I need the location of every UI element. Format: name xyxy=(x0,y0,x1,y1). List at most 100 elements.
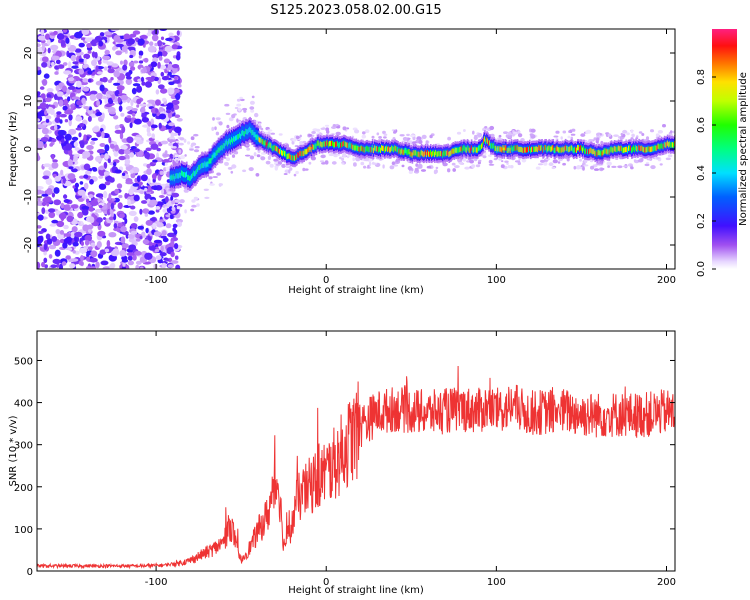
heatmap-noise-cell xyxy=(125,76,132,80)
heatmap-halo-cell xyxy=(267,129,273,132)
heatmap-halo-cell xyxy=(216,172,221,176)
heatmap-core-cell xyxy=(444,151,446,157)
heatmap-core-cell xyxy=(335,141,337,147)
heatmap-core-cell xyxy=(204,161,206,167)
heatmap-halo-cell xyxy=(472,130,475,135)
heatmap-core-cell xyxy=(390,147,392,153)
heatmap-core-cell xyxy=(571,146,574,152)
heatmap-core-cell xyxy=(274,145,277,151)
heatmap-noise-cell xyxy=(177,83,182,88)
heatmap-core-cell xyxy=(240,133,242,139)
heatmap-noise-cell xyxy=(78,68,85,75)
heatmap-core-cell xyxy=(651,146,654,152)
heatmap-core-cell xyxy=(603,148,606,154)
heatmap-core-cell xyxy=(301,151,303,157)
heatmap-noise-cell xyxy=(115,50,122,56)
heatmap-core-cell xyxy=(375,146,378,152)
heatmap-core-cell xyxy=(485,138,487,145)
heatmap-core-cell xyxy=(243,130,245,137)
heatmap-noise-cell xyxy=(146,132,152,137)
heatmap-core-cell xyxy=(618,146,621,152)
heatmap-noise-cell xyxy=(104,248,110,253)
heatmap-noise-cell xyxy=(96,71,103,75)
heatmap-core-cell xyxy=(221,145,224,151)
colorbar-gradient xyxy=(712,29,737,269)
heatmap-noise-cell xyxy=(147,29,152,34)
heatmap-noise-cell xyxy=(57,129,66,136)
heatmap-noise-cell xyxy=(74,182,79,188)
heatmap-noise-cell xyxy=(138,55,142,59)
heatmap-noise-cell xyxy=(88,194,94,199)
heatmap-core-cell xyxy=(446,150,448,156)
heatmap-core-cell xyxy=(481,143,483,149)
heatmap-noise-cell xyxy=(96,111,102,116)
heatmap-noise-cell xyxy=(108,193,112,201)
heatmap-halo-cell xyxy=(498,138,503,141)
heatmap-noise-cell xyxy=(44,110,48,116)
heatmap-core-cell xyxy=(190,175,192,181)
heatmap-noise-cell xyxy=(74,48,82,53)
heatmap-halo-cell xyxy=(274,166,278,171)
heatmap-noise-cell xyxy=(160,36,165,41)
heatmap-noise-cell xyxy=(109,216,114,221)
heatmap-noise-cell xyxy=(147,45,157,53)
heatmap-core-cell xyxy=(501,147,504,153)
heatmap-noise-cell xyxy=(58,82,64,88)
heatmap-halo-cell xyxy=(615,157,619,160)
heatmap-halo-cell xyxy=(580,133,586,137)
heatmap-core-cell xyxy=(510,145,513,151)
heatmap-core-cell xyxy=(600,150,603,156)
heatmap-noise-cell xyxy=(81,205,90,211)
heatmap-noise-cell xyxy=(110,77,114,81)
heatmap-halo-cell xyxy=(176,206,181,210)
heatmap-halo-cell xyxy=(308,133,313,137)
heatmap-halo-cell xyxy=(170,200,176,205)
heatmap-noise-cell xyxy=(119,132,124,140)
heatmap-halo-cell xyxy=(567,135,571,139)
heatmap-halo-cell xyxy=(258,122,262,126)
heatmap-noise-cell xyxy=(51,219,59,224)
heatmap-halo-cell xyxy=(191,199,196,203)
heatmap-core-cell xyxy=(643,147,645,153)
heatmap-noise-cell xyxy=(151,133,155,139)
heatmap-halo-cell xyxy=(164,150,168,155)
heatmap-core-cell xyxy=(471,147,474,153)
heatmap-core-cell xyxy=(625,146,627,153)
heatmap-noise-cell xyxy=(104,103,113,108)
heatmap-core-cell xyxy=(601,151,604,157)
heatmap-core-cell xyxy=(225,139,228,145)
heatmap-core-cell xyxy=(284,151,286,157)
heatmap-halo-cell xyxy=(278,133,283,136)
heatmap-core-cell xyxy=(172,174,175,180)
heatmap-noise-cell xyxy=(154,249,160,253)
heatmap-noise-cell xyxy=(43,257,48,263)
heatmap-noise-cell xyxy=(155,89,160,95)
heatmap-noise-cell xyxy=(153,231,162,237)
heatmap-core-cell xyxy=(254,132,256,138)
heatmap-core-cell xyxy=(298,152,300,158)
heatmap-noise-cell xyxy=(113,70,120,78)
heatmap-noise-cell xyxy=(175,53,181,61)
heatmap-halo-cell xyxy=(281,163,286,168)
heatmap-noise-cell xyxy=(162,153,171,157)
heatmap-core-cell xyxy=(179,172,182,178)
heatmap-noise-cell xyxy=(113,115,119,120)
heatmap-core-cell xyxy=(568,146,571,152)
heatmap-core-cell xyxy=(482,142,484,148)
heatmap-core-cell xyxy=(517,146,520,152)
heatmap-noise-cell xyxy=(50,264,58,269)
heatmap-noise-cell xyxy=(114,169,122,174)
y-tick-label: -20 xyxy=(23,237,34,253)
heatmap-halo-cell xyxy=(560,136,563,140)
heatmap-halo-cell xyxy=(336,126,340,129)
heatmap-noise-cell xyxy=(46,188,53,195)
heatmap-noise-cell xyxy=(83,58,87,65)
heatmap-noise-cell xyxy=(110,143,115,149)
heatmap-noise-cell xyxy=(115,124,120,129)
heatmap-noise-cell xyxy=(119,213,125,219)
heatmap-noise-cell xyxy=(37,153,40,161)
heatmap-noise-cell xyxy=(83,174,89,179)
heatmap-halo-cell xyxy=(361,134,367,139)
heatmap-halo-cell xyxy=(395,158,399,163)
